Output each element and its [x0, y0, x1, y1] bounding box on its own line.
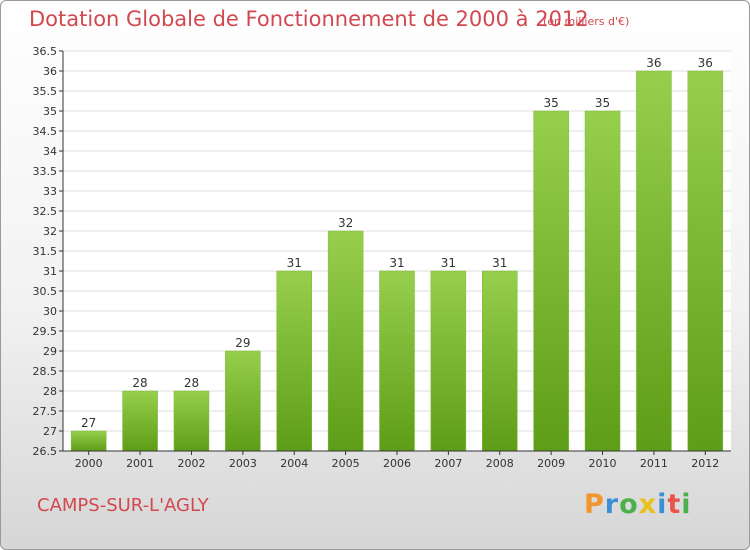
y-tick-label: 36.5 [33, 45, 58, 58]
data-label: 32 [338, 216, 353, 230]
commune-name: CAMPS-SUR-L'AGLY [37, 495, 209, 516]
chart-title: Dotation Globale de Fonctionnement de 20… [29, 7, 589, 31]
data-label: 31 [492, 256, 507, 270]
logo-letter: x [638, 489, 658, 520]
y-tick-label: 34 [43, 145, 57, 158]
x-tick-label: 2010 [589, 457, 617, 470]
x-tick-label: 2012 [691, 457, 719, 470]
logo-letter: i [681, 489, 692, 520]
bar [327, 230, 364, 452]
unit-label: (en milliers d'€) [543, 15, 630, 28]
data-label: 36 [646, 56, 661, 70]
x-tick-label: 2002 [177, 457, 205, 470]
data-label: 28 [132, 376, 147, 390]
y-tick-label: 33.5 [33, 165, 58, 178]
y-tick-label: 35.5 [33, 85, 58, 98]
logo-letter: t [667, 489, 682, 520]
bar [276, 270, 312, 452]
data-label: 29 [235, 336, 250, 350]
y-tick-label: 29.5 [33, 325, 58, 338]
bar [430, 270, 467, 452]
bar [122, 390, 158, 452]
data-label: 28 [184, 376, 199, 390]
y-tick-label: 28 [43, 385, 57, 398]
bars [70, 70, 724, 452]
bar [482, 270, 518, 452]
bar [584, 110, 621, 452]
x-tick-label: 2004 [280, 457, 308, 470]
y-tick-label: 31 [43, 265, 57, 278]
x-tick-label: 2000 [75, 457, 103, 470]
y-tick-label: 33 [43, 185, 57, 198]
y-tick-label: 32.5 [33, 205, 58, 218]
bar [687, 70, 724, 452]
y-tick-labels: 26.5 27 27.5 28 28.5 29 29.5 30 30.5 31 31.5 32 32.5… [33, 45, 63, 458]
x-tick-label: 2007 [434, 457, 462, 470]
logo-letter: P [584, 489, 605, 520]
logo-letter: o [619, 489, 639, 520]
data-label: 31 [287, 256, 302, 270]
logo-letter: i [657, 489, 668, 520]
data-label: 35 [595, 96, 610, 110]
y-tick-label: 30.5 [33, 285, 58, 298]
bar [173, 390, 210, 452]
bar [379, 270, 415, 452]
bar [70, 430, 107, 452]
x-tick-label: 2011 [640, 457, 668, 470]
y-tick-label: 36 [43, 65, 57, 78]
y-tick-label: 28.5 [33, 365, 58, 378]
x-tick-label: 2008 [486, 457, 514, 470]
y-tick-label: 32 [43, 225, 57, 238]
bar [636, 70, 672, 452]
logo-letter: r [604, 489, 620, 520]
data-labels: 27 28 28 29 31 32 31 31 31 35 35 36 36 [81, 56, 713, 430]
y-tick-label: 27 [43, 425, 57, 438]
bar [533, 110, 569, 452]
x-tick-labels: 2000 2001 2002 2003 2004 2005 2006 2007 2008 2009… [75, 451, 719, 470]
x-tick-label: 2003 [229, 457, 257, 470]
data-label: 31 [389, 256, 404, 270]
bar [225, 350, 261, 452]
x-tick-label: 2009 [537, 457, 565, 470]
data-label: 27 [81, 416, 96, 430]
proxiti-logo: Proxiti [584, 489, 692, 520]
x-tick-label: 2006 [383, 457, 411, 470]
y-tick-label: 31.5 [33, 245, 58, 258]
x-tick-label: 2001 [126, 457, 154, 470]
data-label: 35 [544, 96, 559, 110]
y-tick-label: 35 [43, 105, 57, 118]
y-tick-label: 34.5 [33, 125, 58, 138]
y-tick-label: 26.5 [33, 445, 58, 458]
y-tick-label: 29 [43, 345, 57, 358]
data-label: 36 [698, 56, 713, 70]
y-tick-label: 30 [43, 305, 57, 318]
y-tick-label: 27.5 [33, 405, 58, 418]
data-label: 31 [441, 256, 456, 270]
x-tick-label: 2005 [332, 457, 360, 470]
